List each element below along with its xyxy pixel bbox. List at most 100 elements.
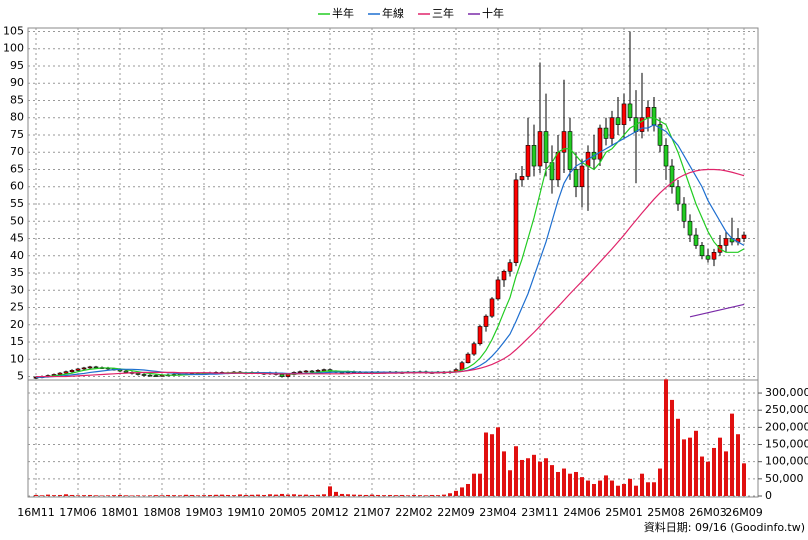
- volume-bar: [136, 495, 140, 496]
- x-tick-label: 22M02: [395, 506, 433, 519]
- candle-body: [555, 151, 561, 181]
- volume-bar: [226, 494, 230, 496]
- volume-bar: [178, 495, 182, 496]
- volume-bar: [544, 458, 548, 496]
- candle-body: [483, 315, 489, 327]
- candle-body: [519, 176, 525, 181]
- volume-bar: [556, 471, 560, 496]
- volume-bar: [58, 494, 62, 496]
- x-tick-label: 18M01: [101, 506, 139, 519]
- candle-body: [609, 117, 615, 139]
- candle-body: [507, 262, 513, 272]
- candle-body: [75, 368, 81, 371]
- candle-body: [69, 370, 75, 373]
- y2-tick-label: 200,000: [765, 420, 808, 433]
- candle-body: [495, 279, 501, 300]
- candle-body: [315, 370, 321, 372]
- volume-bar: [472, 473, 476, 496]
- volume-bar: [670, 399, 674, 496]
- candle-body: [471, 343, 477, 355]
- volume-bar: [268, 494, 272, 496]
- candle-body: [699, 245, 705, 257]
- x-tick-label: 25M01: [605, 506, 643, 519]
- volume-bar: [112, 495, 116, 496]
- volume-bar: [382, 495, 386, 496]
- volume-bar: [616, 485, 620, 496]
- volume-bar: [328, 486, 332, 496]
- volume-bar: [538, 461, 542, 496]
- volume-bar: [682, 439, 686, 496]
- candle-body: [87, 366, 93, 369]
- volume-bar: [658, 468, 662, 496]
- volume-bar: [292, 494, 296, 496]
- y2-tick-label: 50,000: [765, 472, 804, 485]
- x-tick-label: 25M08: [647, 506, 685, 519]
- volume-bar: [664, 379, 668, 496]
- candle-body: [543, 131, 549, 163]
- volume-bar: [232, 495, 236, 496]
- x-tick-label: 22M09: [437, 506, 475, 519]
- candle-body: [669, 165, 675, 188]
- legend-label: 十年: [482, 6, 504, 20]
- candle-body: [531, 145, 537, 167]
- volume-bar: [148, 495, 152, 496]
- volume-bar: [394, 495, 398, 496]
- volume-bar: [76, 495, 80, 496]
- volume-bar: [94, 495, 98, 496]
- candle-body: [627, 103, 633, 119]
- volume-bar: [154, 495, 158, 496]
- volume-bar: [334, 491, 338, 496]
- volume-bar: [262, 494, 266, 496]
- volume-bar: [100, 495, 104, 496]
- candle-body: [711, 252, 717, 260]
- volume-bar: [40, 495, 44, 496]
- volume-bar: [388, 494, 392, 496]
- volume-bar: [532, 454, 536, 496]
- candle-body: [663, 145, 669, 167]
- volume-bar: [730, 413, 734, 496]
- y-tick-label: 105: [3, 24, 24, 37]
- y-tick-label: 95: [10, 59, 24, 72]
- volume-bar: [742, 463, 746, 496]
- x-tick-label: 19M03: [185, 506, 223, 519]
- volume-bar: [88, 494, 92, 496]
- ma-line: [36, 123, 745, 378]
- candle-body: [153, 375, 159, 377]
- y-tick-label: 80: [10, 111, 24, 124]
- volume-bar: [574, 471, 578, 496]
- volume-bar: [190, 494, 194, 496]
- volume-bar: [64, 494, 68, 496]
- candle-body: [459, 362, 465, 370]
- volume-bar: [400, 494, 404, 496]
- volume-bar: [202, 495, 206, 496]
- x-tick-label: 19M10: [227, 506, 265, 519]
- candle-body: [525, 145, 531, 177]
- y-tick-label: 100: [3, 42, 24, 55]
- y-tick-label: 10: [10, 352, 24, 365]
- volume-bar: [634, 485, 638, 496]
- candle-body: [597, 127, 603, 160]
- candle-body: [681, 203, 687, 222]
- volume-bar: [628, 478, 632, 496]
- candle-body: [675, 186, 681, 205]
- candle-body: [501, 270, 507, 281]
- volume-bar: [238, 494, 242, 496]
- volume-bar: [694, 430, 698, 496]
- candle-body: [489, 298, 495, 317]
- volume-bar: [484, 432, 488, 496]
- x-tick-label: 16M11: [17, 506, 55, 519]
- volume-bar: [514, 446, 518, 496]
- y-tick-label: 70: [10, 145, 24, 158]
- y2-tick-label: 100,000: [765, 455, 808, 468]
- volume-bar: [652, 482, 656, 496]
- candle-body: [123, 370, 129, 373]
- volume-bar: [184, 494, 188, 496]
- volume-bar: [442, 494, 446, 496]
- y-tick-label: 15: [10, 335, 24, 348]
- volume-bar: [322, 494, 326, 496]
- volume-bar: [280, 493, 284, 496]
- volume-bar: [496, 427, 500, 496]
- candle-body: [321, 369, 327, 371]
- candle-body: [723, 238, 729, 246]
